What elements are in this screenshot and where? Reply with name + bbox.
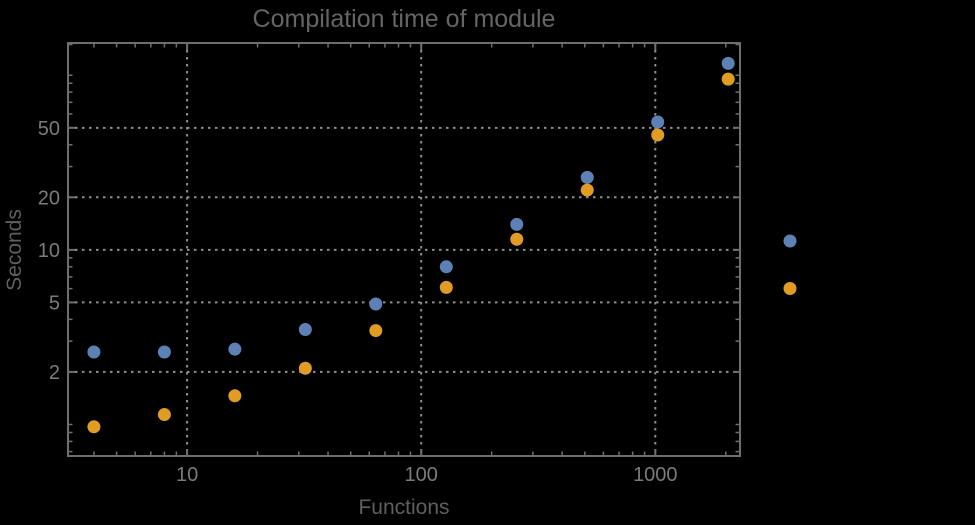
legend-marker xyxy=(783,282,797,295)
y-tick-label: 2 xyxy=(49,362,60,384)
gridlines-layer xyxy=(68,43,740,456)
data-point-series-1-blue xyxy=(651,115,665,129)
y-tick-label: 20 xyxy=(38,187,60,209)
legend-marker xyxy=(783,234,797,248)
x-axis-label: Functions xyxy=(358,496,449,519)
legend xyxy=(783,234,797,295)
y-axis-label: Seconds xyxy=(3,209,26,291)
data-point-series-2-orange xyxy=(580,183,594,197)
data-point-series-2-orange xyxy=(510,232,524,246)
y-tick-label: 50 xyxy=(38,118,60,140)
data-point-series-2-orange xyxy=(651,128,665,142)
data-point-series-1-blue xyxy=(721,56,735,70)
data-point-series-1-blue xyxy=(298,322,312,336)
ticks-layer: 10 100 1000 2 5 10 20 50 xyxy=(38,43,740,486)
data-point-series-1-blue xyxy=(369,297,383,311)
data-point-series-1-blue xyxy=(228,342,242,356)
data-point-series-2-orange xyxy=(87,420,101,434)
data-point-series-2-orange xyxy=(228,389,242,403)
data-points-layer xyxy=(87,56,735,434)
data-point-series-1-blue xyxy=(580,170,594,184)
x-tick-label: 10 xyxy=(176,464,198,486)
data-point-series-2-orange xyxy=(721,72,735,86)
data-point-series-2-orange xyxy=(439,280,453,294)
chart-title: Compilation time of module xyxy=(253,5,556,33)
x-tick-label: 100 xyxy=(405,464,438,486)
data-point-series-1-blue xyxy=(87,345,101,359)
data-point-series-1-blue xyxy=(510,217,524,231)
data-point-series-1-blue xyxy=(157,345,171,359)
y-tick-label: 5 xyxy=(49,292,60,314)
x-tick-label: 1000 xyxy=(633,464,678,486)
data-point-series-1-blue xyxy=(439,260,453,274)
y-tick-label: 10 xyxy=(38,240,60,262)
data-point-series-2-orange xyxy=(298,361,312,375)
data-point-series-2-orange xyxy=(157,408,171,422)
data-point-series-2-orange xyxy=(369,324,383,338)
